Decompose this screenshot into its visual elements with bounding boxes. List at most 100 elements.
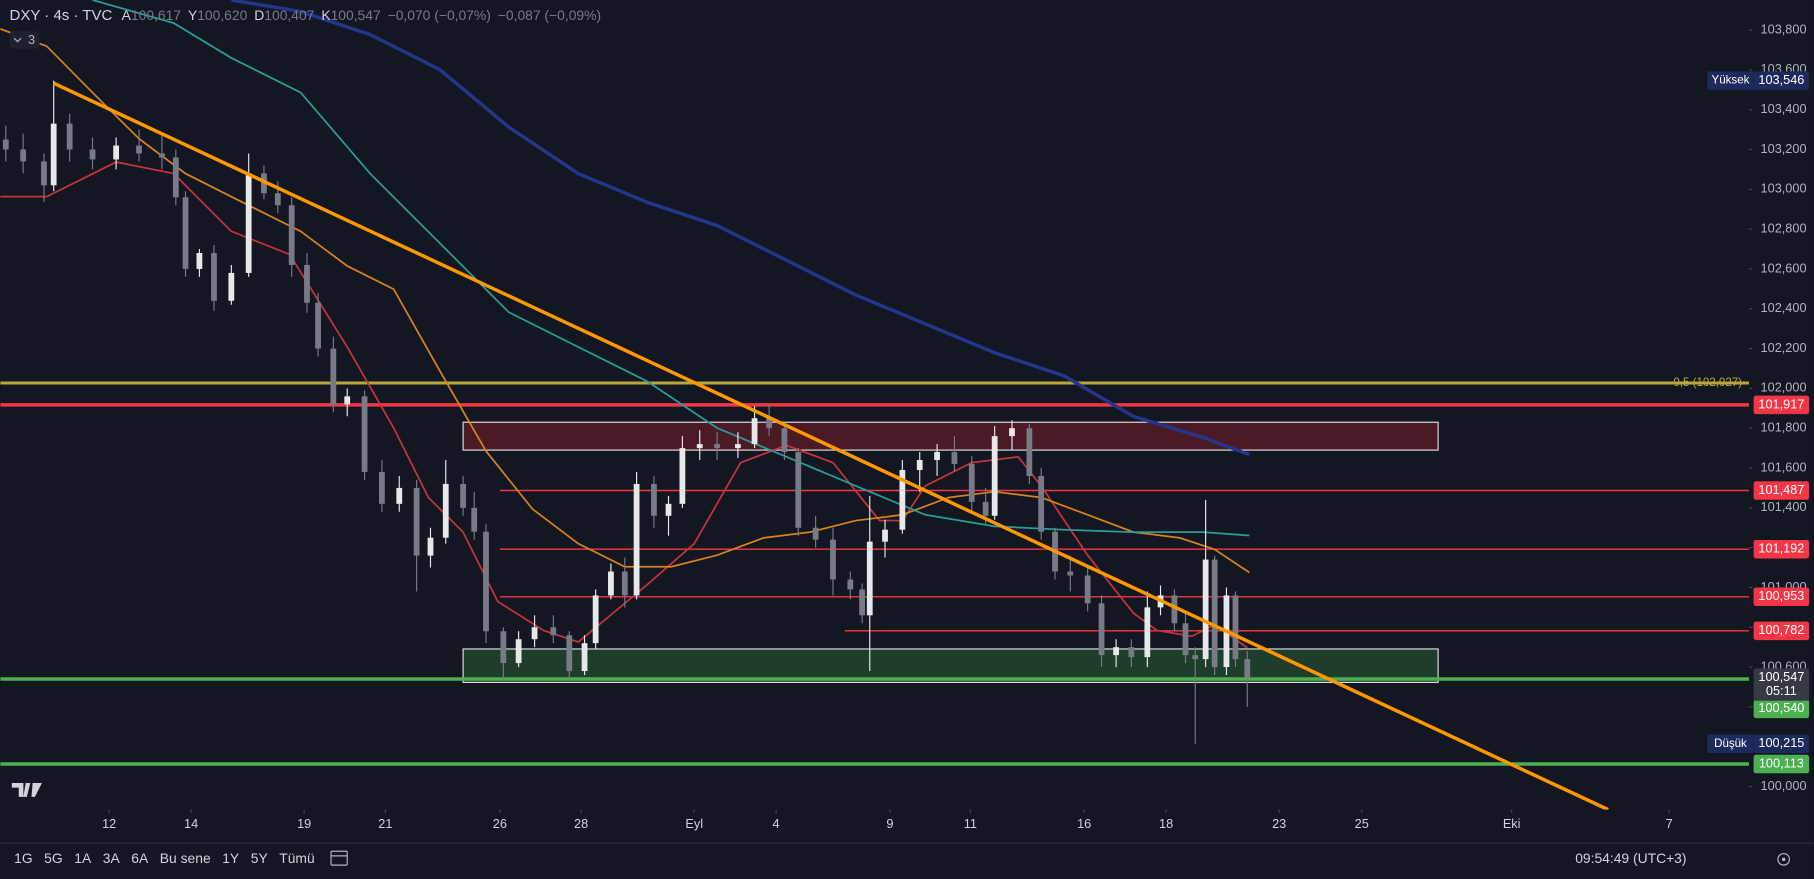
candle-body (228, 272, 235, 301)
x-tick-label: 19 (297, 816, 311, 831)
candle-body (304, 264, 310, 303)
candle-body (751, 418, 758, 445)
y-tick-label: 103,200 (1761, 141, 1807, 156)
level-box (1753, 587, 1810, 607)
candle-body (483, 531, 489, 632)
x-tick-label: 4 (773, 816, 780, 831)
x-tick-label: 25 (1355, 816, 1369, 831)
candle-body (50, 123, 57, 186)
ohlc-key: Y (188, 7, 197, 23)
range-button[interactable]: 6A (131, 850, 149, 866)
candle-body (696, 444, 703, 449)
candle-body (665, 503, 672, 516)
candle-body (916, 460, 923, 470)
candle-body (1171, 595, 1178, 624)
clock: 09:54:49 (UTC+3) (1575, 850, 1686, 866)
plot-area (0, 0, 1749, 810)
candle-body (361, 396, 368, 472)
change: −0,070 (−0,07%) (388, 7, 491, 23)
candle-body (136, 145, 142, 154)
candle-body (847, 579, 854, 590)
x-tick-label: 7 (1666, 816, 1673, 831)
range-button[interactable]: 1G (14, 850, 33, 866)
candle-body (581, 643, 588, 672)
candle-body (66, 123, 73, 150)
candle-body (1192, 655, 1199, 660)
y-tick-label: 102,400 (1761, 300, 1807, 315)
candle-body (89, 149, 96, 160)
range-button[interactable]: 3A (103, 850, 121, 866)
y-tick-label: 103,000 (1761, 181, 1807, 196)
candle-body (714, 444, 720, 449)
moving-average (92, 0, 1250, 537)
price-axis: 100,000100,200100,400100,600100,800101,0… (1707, 21, 1810, 793)
indicator-count: 3 (28, 32, 35, 47)
candle-body (460, 483, 466, 508)
candle-body (344, 396, 351, 405)
range-button[interactable]: Bu sene (160, 850, 211, 866)
high-box (1753, 71, 1810, 90)
x-tick-label: 11 (964, 816, 977, 831)
indicator-toggle[interactable] (9, 31, 40, 49)
high-label: 103,546 (1758, 72, 1804, 87)
candle-body (621, 571, 628, 596)
candle-body (859, 589, 866, 616)
y-tick-label: 103,400 (1761, 101, 1807, 116)
level-label: 101,917 (1758, 396, 1804, 411)
candle-body (274, 193, 281, 206)
fib-label: 0,5 (102,027) (1673, 377, 1742, 389)
y-tick-label: 103,800 (1761, 21, 1807, 36)
candle-body (1211, 559, 1218, 668)
x-tick-label: 28 (574, 816, 588, 831)
settings-icon[interactable] (1777, 852, 1791, 866)
candle-body (196, 253, 203, 269)
candle-body (1098, 603, 1105, 656)
range-button[interactable]: 5Y (251, 850, 268, 866)
y-tick-label: 101,400 (1761, 499, 1807, 514)
moving-average (231, 0, 1250, 457)
calendar-icon[interactable] (330, 850, 348, 866)
level-label: 100,953 (1758, 588, 1804, 603)
range-button[interactable]: Tümü (279, 850, 314, 866)
candle-body (172, 157, 179, 198)
y-tick-label: 101,600 (1761, 459, 1807, 474)
x-tick-label: Eki (1503, 816, 1521, 831)
level-box (1753, 481, 1810, 500)
ohlc-key: D (254, 7, 264, 23)
candle-body (951, 452, 958, 465)
candle-body (633, 483, 640, 596)
ohlc-value: 100,617 (131, 7, 181, 23)
x-tick-label: 12 (102, 816, 116, 831)
x-tick-label: 21 (378, 816, 392, 831)
range-button[interactable]: 5G (44, 850, 63, 866)
candle-body (211, 253, 217, 301)
level-label: 100,540 (1758, 700, 1804, 715)
bottom-toolbar: 1G 5G 1A 3A 6A Bu sene 1Y 5Y Tümü (14, 850, 315, 866)
range-button[interactable]: 1Y (222, 850, 239, 866)
candle-body (991, 436, 998, 516)
x-tick-label: 23 (1272, 816, 1286, 831)
level-box (1753, 621, 1810, 641)
candle-body (1038, 475, 1045, 532)
candle-body (1009, 428, 1015, 437)
candle-body (500, 631, 507, 664)
candle-body (315, 302, 321, 349)
ohlc-value: 100,620 (197, 7, 247, 23)
ohlc-value: 100,407 (264, 7, 314, 23)
candle-body (515, 639, 522, 664)
candle-body (812, 527, 819, 540)
candle-body (1026, 428, 1033, 476)
candle-body (1128, 647, 1135, 658)
candle-body (781, 428, 788, 453)
candle-body (592, 595, 599, 644)
y-tick-label: 100,000 (1761, 778, 1807, 793)
chevron-icon (13, 37, 22, 43)
level-box (1753, 754, 1810, 774)
level-box (1753, 539, 1810, 559)
level-label: 101,487 (1758, 482, 1804, 497)
candle-body (1084, 575, 1091, 604)
x-tick-label: 16 (1077, 816, 1091, 831)
candle-body (866, 541, 873, 616)
candle-body (41, 161, 47, 186)
range-button[interactable]: 1A (74, 850, 92, 866)
